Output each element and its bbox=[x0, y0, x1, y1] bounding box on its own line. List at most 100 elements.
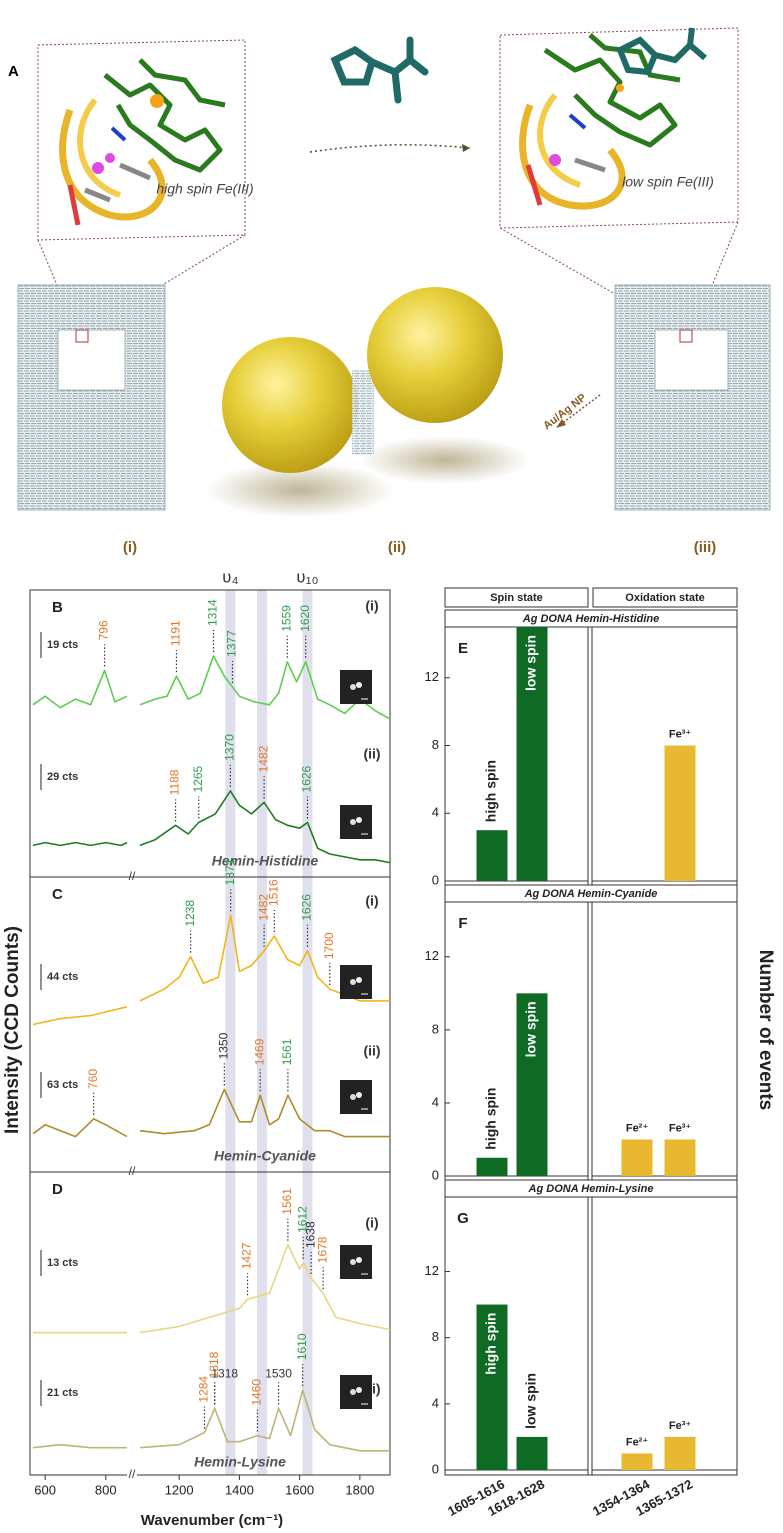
peak-label: 1610 bbox=[295, 1333, 309, 1360]
peak-label: 1370 bbox=[223, 734, 237, 761]
shadow bbox=[360, 436, 530, 484]
y-tick-label: 0 bbox=[432, 872, 439, 887]
scale-label: 19 cts bbox=[47, 639, 78, 651]
dna-hemin bbox=[519, 27, 707, 210]
peak-label: 1371 bbox=[223, 858, 237, 885]
scale-label: 21 cts bbox=[47, 1387, 78, 1399]
peak-label: 1530 bbox=[265, 1367, 292, 1381]
bar-label: low spin bbox=[523, 1001, 539, 1057]
nanoparticle bbox=[367, 287, 503, 423]
peak-label: 1626 bbox=[300, 894, 314, 921]
arrow-head bbox=[556, 419, 566, 428]
peak-label: 1377 bbox=[225, 630, 239, 657]
panel-title: Ag DONA Hemin-Histidine bbox=[522, 613, 660, 625]
mode-label: ʋ₁₀ bbox=[296, 567, 318, 586]
inset-spot bbox=[350, 1389, 356, 1395]
spectrum bbox=[139, 1243, 391, 1334]
inset-spot bbox=[350, 1259, 356, 1265]
y-axis-label: Intensity (CCD Counts) bbox=[2, 926, 23, 1134]
sample-name: Hemin-Histidine bbox=[212, 853, 319, 869]
x-tick-label: 800 bbox=[95, 1482, 117, 1497]
peak-label: 1314 bbox=[206, 599, 220, 626]
spectrum bbox=[32, 1443, 127, 1449]
bar bbox=[476, 1157, 508, 1176]
bar bbox=[621, 1139, 653, 1176]
state-label: low spin Fe(III) bbox=[622, 174, 714, 190]
panel-title: Ag DONA Hemin-Lysine bbox=[528, 1183, 654, 1195]
bar bbox=[664, 745, 696, 881]
mode-band bbox=[225, 590, 236, 1475]
panel-frame bbox=[444, 1179, 738, 1476]
peak-label: 1427 bbox=[240, 1242, 254, 1269]
y-tick-label: 12 bbox=[425, 1263, 439, 1278]
bar-label: low spin bbox=[523, 1373, 539, 1429]
zoom-target bbox=[75, 329, 89, 343]
sample-name: Hemin-Lysine bbox=[194, 1454, 286, 1470]
inset-spot bbox=[356, 977, 362, 983]
nanoparticle bbox=[222, 337, 358, 473]
peak-label: 1318 bbox=[211, 1367, 238, 1381]
inset-spot bbox=[356, 817, 362, 823]
shadow bbox=[205, 462, 395, 518]
bar-label: high spin bbox=[483, 1088, 499, 1150]
spectrum bbox=[32, 1118, 128, 1138]
peak-label: 1318 bbox=[207, 1351, 221, 1378]
scale-label: 29 cts bbox=[47, 771, 78, 783]
peak-label: 1678 bbox=[315, 1236, 329, 1263]
arrow-label: Au/Ag NP bbox=[541, 392, 588, 433]
y-tick-label: 0 bbox=[432, 1461, 439, 1476]
state-label: high spin Fe(III) bbox=[156, 181, 253, 197]
peak-label: 796 bbox=[97, 620, 111, 640]
bar-label: high spin bbox=[483, 760, 499, 822]
bar-label: Fe²⁺ bbox=[626, 1436, 649, 1448]
peak-label: 1191 bbox=[169, 620, 183, 646]
inset-spot bbox=[350, 819, 356, 825]
peak-label: 1482 bbox=[256, 894, 270, 921]
inset-spot bbox=[350, 684, 356, 690]
panel-label: A bbox=[8, 63, 19, 80]
bar bbox=[516, 993, 548, 1176]
arrow-head bbox=[462, 144, 470, 152]
mode-band bbox=[256, 590, 267, 1475]
peak-label: 1516 bbox=[267, 879, 281, 906]
bar-label: low spin bbox=[523, 635, 539, 691]
y-tick-label: 4 bbox=[432, 1395, 439, 1410]
peak-label: 1350 bbox=[217, 1032, 231, 1059]
peak-label: 1482 bbox=[256, 745, 270, 772]
y-tick-label: 0 bbox=[432, 1167, 439, 1182]
bar bbox=[476, 1304, 508, 1470]
x-tick-label: 1400 bbox=[225, 1482, 254, 1497]
scale-label: 13 cts bbox=[47, 1257, 78, 1269]
panel-label: B bbox=[52, 599, 63, 616]
bar-label: high spin bbox=[483, 1313, 499, 1375]
peak-label: 1460 bbox=[250, 1379, 264, 1406]
inset-spot bbox=[350, 1094, 356, 1100]
scale-label: 44 cts bbox=[47, 971, 78, 983]
spectrum bbox=[32, 841, 128, 847]
scale-label: 63 cts bbox=[47, 1079, 78, 1091]
dna-origami bbox=[17, 284, 166, 511]
panel-label: C bbox=[52, 886, 63, 903]
group-label: Oxidation state bbox=[625, 592, 704, 604]
spectrum bbox=[32, 669, 128, 709]
group-header bbox=[592, 587, 738, 608]
y-tick-label: 4 bbox=[432, 805, 439, 820]
peak-label: 1188 bbox=[168, 769, 182, 795]
step-label: (ii) bbox=[388, 539, 406, 556]
group-label: Spin state bbox=[490, 592, 543, 604]
panel-label: F bbox=[458, 915, 467, 932]
peak-label: 1620 bbox=[298, 605, 312, 632]
dna-origami bbox=[614, 284, 771, 511]
peak-label: 1626 bbox=[300, 765, 314, 792]
axis-break bbox=[127, 1469, 137, 1481]
bar bbox=[516, 1436, 548, 1470]
zoom-target bbox=[679, 329, 693, 343]
panel-frame bbox=[29, 1171, 391, 1476]
group-header bbox=[444, 587, 589, 608]
inset-spot bbox=[356, 1257, 362, 1263]
x-tick-label: 1600 bbox=[285, 1482, 314, 1497]
panel-title: Ag DONA Hemin-Cyanide bbox=[524, 888, 658, 900]
sample-name: Hemin-Cyanide bbox=[214, 1148, 316, 1164]
dna-hemin bbox=[59, 58, 226, 226]
